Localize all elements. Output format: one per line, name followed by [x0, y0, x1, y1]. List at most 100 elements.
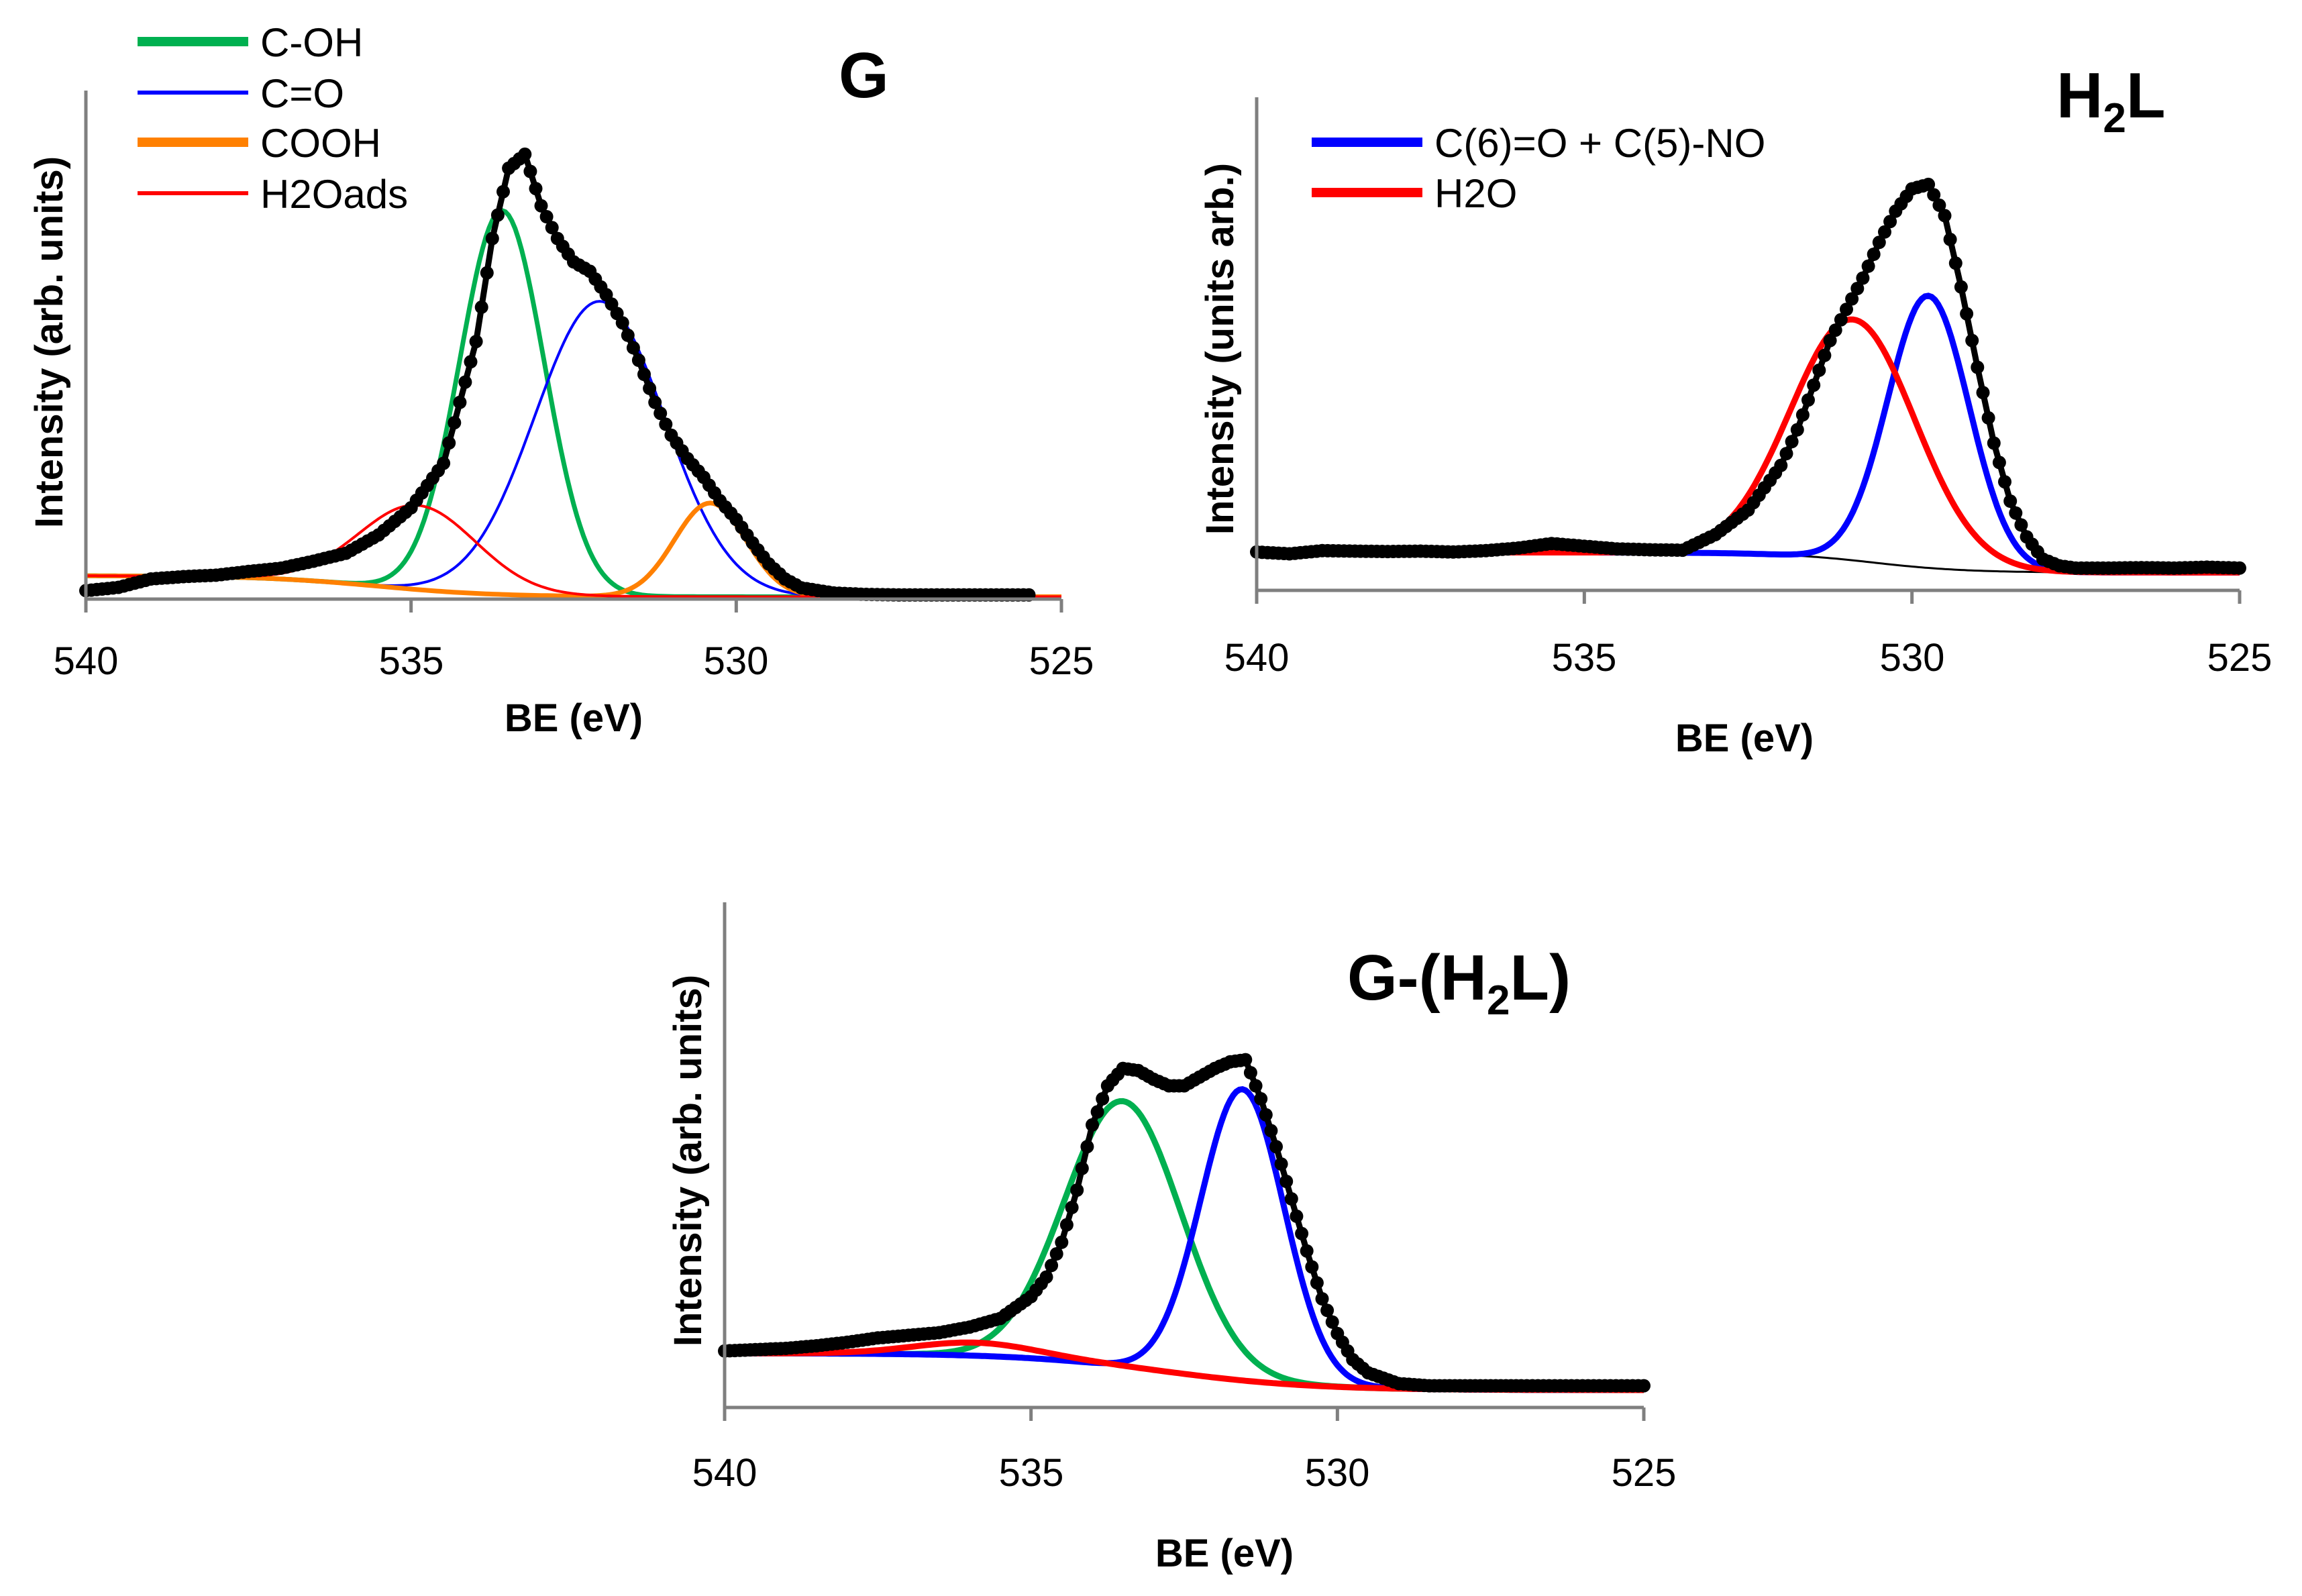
component-line-c-o	[86, 300, 1061, 598]
data-point	[1284, 1192, 1298, 1206]
data-point	[1305, 1260, 1319, 1274]
data-point	[1807, 378, 1821, 392]
data-point	[1987, 436, 2001, 450]
data-point	[545, 221, 559, 235]
panel-g-h2l-title: G-(H2L)	[1347, 942, 1571, 1024]
data-point	[496, 184, 510, 199]
data-point	[1269, 1140, 1283, 1154]
data-point	[480, 266, 494, 280]
data-point	[1790, 423, 1804, 437]
data-point	[1243, 1066, 1257, 1079]
data-point	[518, 147, 532, 161]
data-point	[1845, 292, 1859, 306]
panel-g-h2l-x-axis-title: BE (eV)	[1155, 1532, 1294, 1575]
data-point	[1872, 235, 1886, 250]
data-point	[1850, 282, 1865, 295]
panel-g-y-axis-title: Intensity (arb. units)	[28, 156, 71, 528]
data-point	[1834, 313, 1848, 327]
data-point	[1086, 1118, 1099, 1132]
data-point	[621, 328, 635, 342]
panel-h2l: 540 535 530 525 BE (eV) Intensity (units…	[1198, 60, 2272, 760]
data-point	[464, 355, 478, 369]
data-point	[1976, 386, 1990, 400]
data-point	[1779, 447, 1793, 461]
data-point	[1795, 408, 1810, 422]
data-point	[1785, 435, 1799, 449]
panel-h2l-x-tick-label: 535	[1552, 636, 1617, 680]
data-point	[1254, 1092, 1268, 1106]
data-point	[1045, 1259, 1059, 1273]
panel-g-h2l-x-tick-label: 530	[1305, 1451, 1370, 1495]
panel-h2l-x-tick-label: 540	[1224, 636, 1290, 680]
envelope-line	[85, 151, 1029, 598]
panel-g-h2l-title-subscript: 2	[1487, 977, 1510, 1024]
panel-h2l-x-tick-label: 525	[2207, 636, 2272, 680]
data-point	[1981, 411, 1995, 425]
data-point	[448, 416, 462, 430]
legend-label-c-oh: C-OH	[260, 20, 363, 65]
panel-g: 540 535 530 525 BE (eV) Intensity (arb. …	[28, 20, 1094, 740]
component-line-cooh	[86, 500, 1061, 599]
panel-g-x-axis-title: BE (eV)	[505, 696, 643, 740]
data-point	[1059, 1218, 1074, 1232]
data-point	[1965, 333, 1979, 348]
data-point	[490, 208, 505, 222]
data-point	[1075, 1161, 1089, 1175]
component-line-c-6-o-c-5-no	[1257, 292, 2240, 576]
panel-g-x-tick-label: 540	[54, 639, 119, 683]
data-point	[1065, 1200, 1079, 1214]
panel-h2l-y-axis-title: Intensity (units arb.)	[1198, 163, 1242, 535]
data-point	[2003, 494, 2018, 508]
panel-g-x-tick-label: 530	[704, 639, 769, 683]
data-point	[1320, 1304, 1335, 1318]
legend-label-c-o: C=O	[260, 71, 344, 116]
data-point	[1039, 1270, 1053, 1284]
data-point	[1070, 1183, 1084, 1197]
panel-g-h2l-title-main: G-(H	[1347, 942, 1487, 1014]
panel-g-h2l-y-axis-title: Intensity (arb. units)	[666, 975, 710, 1346]
panel-h2l-x-axis-title: BE (eV)	[1675, 716, 1814, 760]
data-point	[442, 436, 456, 450]
data-point	[2009, 506, 2023, 520]
data-point	[643, 381, 657, 395]
data-point	[469, 335, 483, 349]
data-point	[1998, 475, 2011, 489]
data-point	[485, 231, 499, 246]
data-point	[1878, 225, 1891, 239]
data-point	[1938, 209, 1952, 223]
data-point	[1823, 333, 1837, 348]
data-point	[1774, 458, 1788, 472]
data-point	[1948, 256, 1963, 270]
data-point	[1943, 232, 1957, 246]
data-point	[1290, 1209, 1304, 1223]
data-point	[1096, 1092, 1110, 1106]
data-point	[458, 375, 472, 389]
data-point	[2233, 561, 2246, 575]
panel-g-h2l: 540 535 530 525 BE (eV) Intensity (arb. …	[666, 902, 1676, 1575]
data-point	[637, 368, 651, 381]
legend-label-cooh: COOH	[260, 121, 381, 166]
data-point	[1927, 188, 1941, 202]
data-point	[1295, 1226, 1309, 1240]
panel-g-legend: C-OH C=O COOH H2Oads	[138, 20, 408, 217]
data-point	[1971, 360, 1985, 374]
data-point	[1080, 1140, 1094, 1154]
panel-h2l-x-ticks	[1255, 590, 2242, 604]
data-point	[648, 395, 662, 409]
data-point	[626, 341, 640, 355]
data-point	[2014, 518, 2028, 532]
panel-g-x-ticks	[84, 599, 1063, 613]
data-point	[1840, 303, 1853, 317]
panel-h2l-title-main: H	[2056, 60, 2103, 131]
data-point	[1239, 1053, 1253, 1067]
component-line-h2o	[1257, 316, 2240, 576]
panel-g-h2l-title-end: L)	[1510, 942, 1571, 1014]
data-point	[1883, 215, 1897, 229]
panel-g-x-tick-label: 535	[379, 639, 444, 683]
panel-g-title: G	[839, 40, 889, 111]
panel-h2l-plot-area	[1250, 177, 2246, 576]
panel-h2l-x-tick-label: 530	[1880, 636, 1945, 680]
data-point	[523, 164, 537, 178]
data-point	[1274, 1157, 1288, 1171]
data-point	[1812, 363, 1826, 377]
